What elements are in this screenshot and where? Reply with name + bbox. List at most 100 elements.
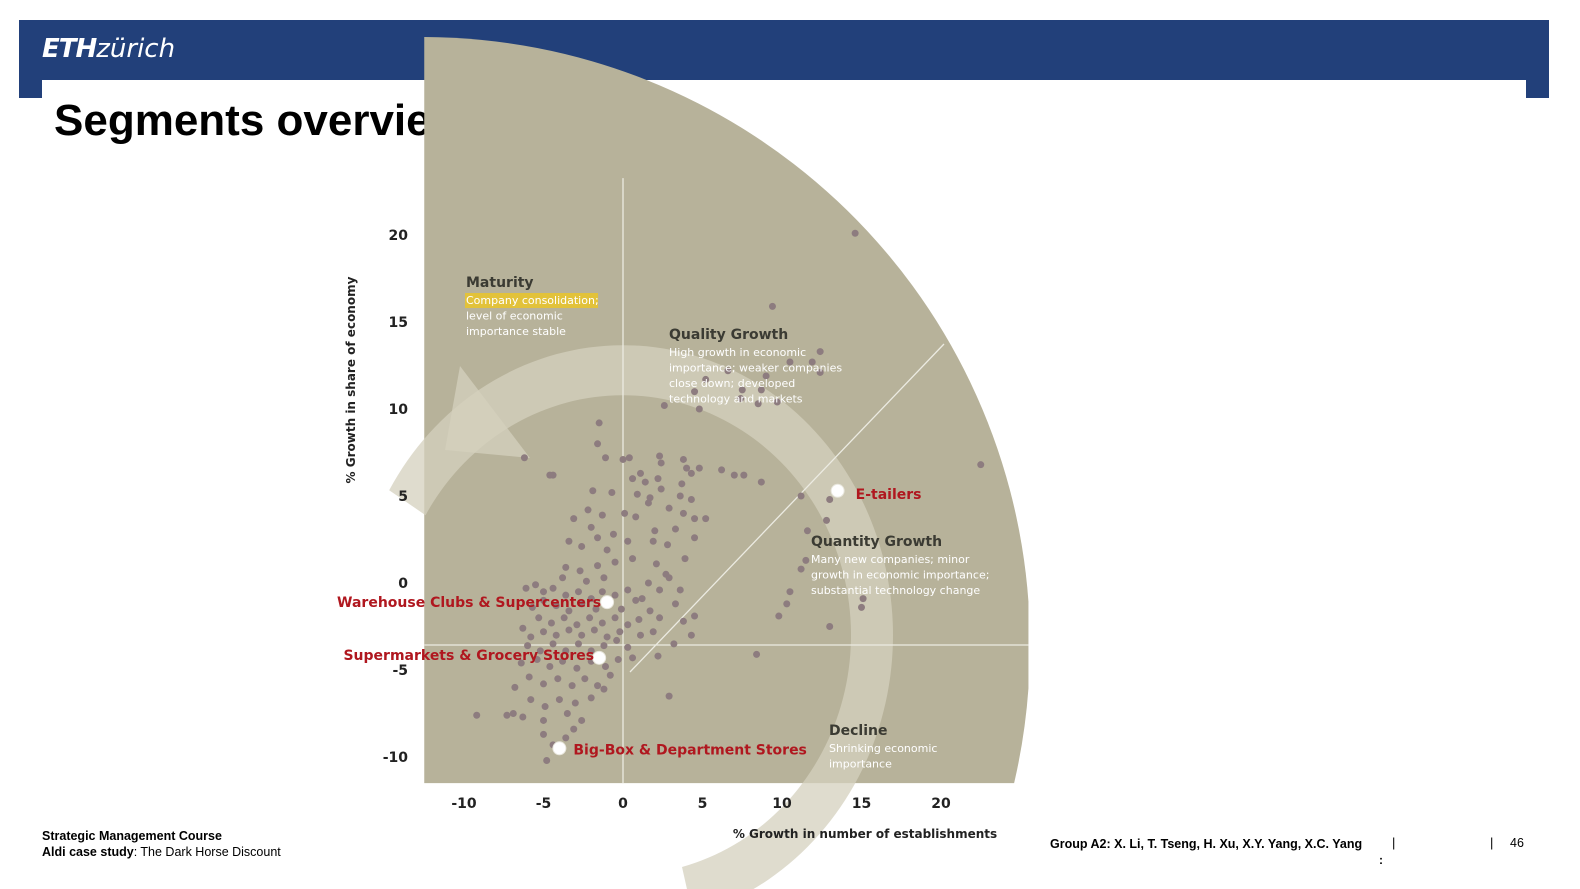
data-point <box>600 642 608 650</box>
data-point <box>660 402 668 410</box>
zone-title: Decline <box>829 723 887 739</box>
data-point <box>664 541 672 549</box>
data-point <box>625 454 633 462</box>
data-point <box>629 654 637 662</box>
data-point <box>549 584 557 592</box>
data-point <box>520 454 528 462</box>
data-point <box>691 612 699 620</box>
zone-description: close down; developed <box>669 377 795 390</box>
data-point <box>624 537 632 545</box>
data-point <box>543 756 551 764</box>
data-point <box>589 487 597 495</box>
zone-highlight-marker <box>465 293 598 308</box>
data-point <box>517 659 525 667</box>
data-point <box>671 525 679 533</box>
data-point <box>587 647 595 655</box>
data-point <box>608 489 616 497</box>
data-point <box>603 546 611 554</box>
data-point <box>533 656 541 664</box>
data-point <box>587 595 595 603</box>
data-point <box>574 640 582 648</box>
data-point <box>565 537 573 545</box>
data-point <box>641 478 649 486</box>
header-inner-band <box>42 80 1526 100</box>
data-point <box>633 490 641 498</box>
x-tick-label: 10 <box>772 796 792 812</box>
highlight-marker <box>592 650 607 665</box>
data-point <box>552 602 560 610</box>
data-point <box>816 348 824 356</box>
data-point <box>594 682 602 690</box>
data-point <box>528 603 536 611</box>
data-point <box>695 405 703 413</box>
x-tick-label: 0 <box>618 796 628 812</box>
data-point <box>632 513 640 521</box>
y-tick-label: 5 <box>398 489 408 505</box>
eth-zurich-logo: ETHzürich <box>42 33 175 65</box>
data-point <box>578 600 586 608</box>
data-point <box>606 671 614 679</box>
data-point <box>656 614 664 622</box>
data-point <box>808 358 816 366</box>
x-axis-label: % Growth in number of establishments <box>733 827 997 841</box>
data-point <box>803 527 811 535</box>
data-point <box>598 511 606 519</box>
data-point <box>624 643 632 651</box>
data-point <box>702 515 710 523</box>
data-point <box>649 537 657 545</box>
data-point <box>816 368 824 376</box>
data-point <box>562 734 570 742</box>
data-point <box>614 656 622 664</box>
data-point <box>859 595 867 603</box>
data-point <box>724 367 732 375</box>
data-point <box>632 596 640 604</box>
footer-authors: Group A2: X. Li, T. Tseng, H. Xu, X.Y. Y… <box>1050 837 1363 851</box>
data-point <box>636 469 644 477</box>
data-point <box>737 395 745 403</box>
data-point <box>592 605 600 613</box>
data-point <box>547 619 555 627</box>
data-point <box>621 509 629 517</box>
data-point <box>509 710 517 717</box>
data-point <box>600 685 608 693</box>
data-point <box>977 461 985 469</box>
data-point <box>519 624 527 632</box>
data-point <box>594 440 602 448</box>
data-point <box>540 680 547 688</box>
data-point <box>586 614 594 622</box>
data-point <box>563 710 571 717</box>
data-point <box>527 633 535 641</box>
y-tick-label: 15 <box>389 315 408 331</box>
data-point <box>656 452 664 460</box>
data-point <box>826 623 834 630</box>
data-point <box>691 388 699 396</box>
data-point <box>858 603 865 611</box>
highlight-marker <box>600 595 615 610</box>
data-point <box>636 631 644 639</box>
data-point <box>473 711 481 719</box>
data-point <box>754 400 762 408</box>
y-axis-label: % Growth in share of economy <box>344 276 358 483</box>
data-point <box>691 515 699 523</box>
zone-title: Quantity Growth <box>811 534 942 550</box>
data-point <box>540 628 547 636</box>
zone-description: substantial technology change <box>811 584 980 597</box>
zone-description: level of economic <box>466 310 563 323</box>
data-point <box>546 663 554 671</box>
x-tick-label: -10 <box>451 796 477 812</box>
data-point <box>584 506 592 514</box>
data-point <box>638 595 646 603</box>
data-point <box>783 600 791 608</box>
data-point <box>602 454 610 462</box>
highlight-label: Big-Box & Department Stores <box>573 742 807 758</box>
footer-course: Strategic Management Course <box>42 829 222 843</box>
data-point <box>594 534 602 542</box>
zone-description: importance stable <box>466 325 566 338</box>
cycle-arrow-head <box>445 366 530 458</box>
data-point <box>617 605 625 613</box>
data-point <box>730 471 738 479</box>
x-tick-label: 20 <box>931 796 951 812</box>
x-tick-label: 5 <box>698 796 708 812</box>
data-point <box>649 628 657 636</box>
data-point <box>574 588 582 596</box>
